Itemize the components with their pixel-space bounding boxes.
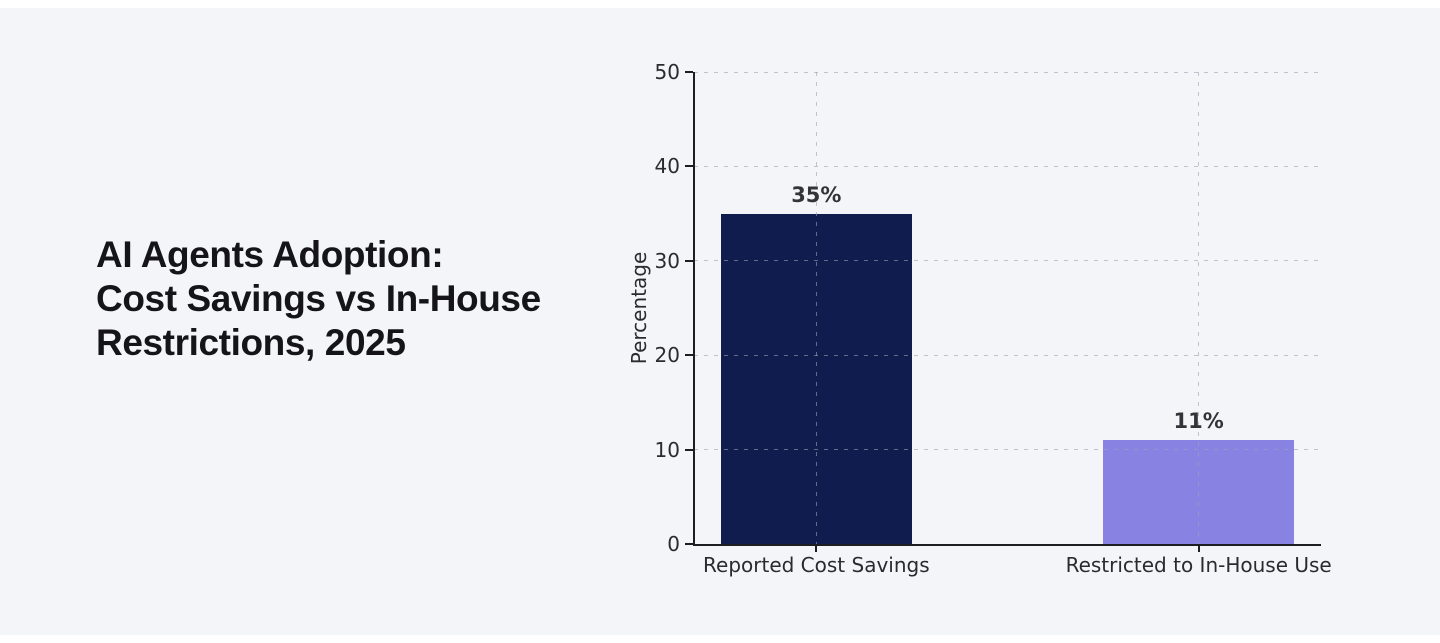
h-gridline	[694, 354, 1321, 356]
x-tick	[815, 546, 818, 552]
x-tick	[1197, 546, 1200, 552]
x-tick-label: Reported Cost Savings	[703, 553, 930, 577]
y-tick	[685, 165, 693, 168]
y-tick	[685, 354, 693, 357]
y-tick	[685, 71, 693, 73]
y-tick-label: 50	[654, 60, 680, 84]
h-gridline	[694, 71, 1321, 73]
bar-value-label: 35%	[791, 182, 842, 207]
y-tick-label: 10	[654, 437, 680, 462]
y-axis-spine	[693, 72, 695, 546]
x-tick-label: Restricted to In-House Use	[1065, 553, 1332, 577]
h-gridline	[694, 260, 1321, 262]
v-gridline	[1198, 72, 1200, 544]
x-axis-spine	[693, 544, 1321, 546]
y-tick-label: 30	[654, 248, 680, 273]
y-tick	[685, 448, 693, 451]
y-tick	[685, 543, 693, 545]
y-tick-label: 40	[654, 154, 680, 179]
page-title: AI Agents Adoption: Cost Savings vs In-H…	[96, 234, 541, 363]
y-axis-title: Percentage	[627, 251, 651, 365]
y-tick-label: 20	[654, 343, 680, 368]
h-gridline	[694, 165, 1321, 167]
y-tick	[685, 259, 693, 262]
h-gridline	[694, 449, 1321, 451]
v-gridline	[815, 72, 817, 544]
y-tick-label: 0	[667, 532, 680, 556]
bar-value-label: 11%	[1173, 409, 1224, 434]
